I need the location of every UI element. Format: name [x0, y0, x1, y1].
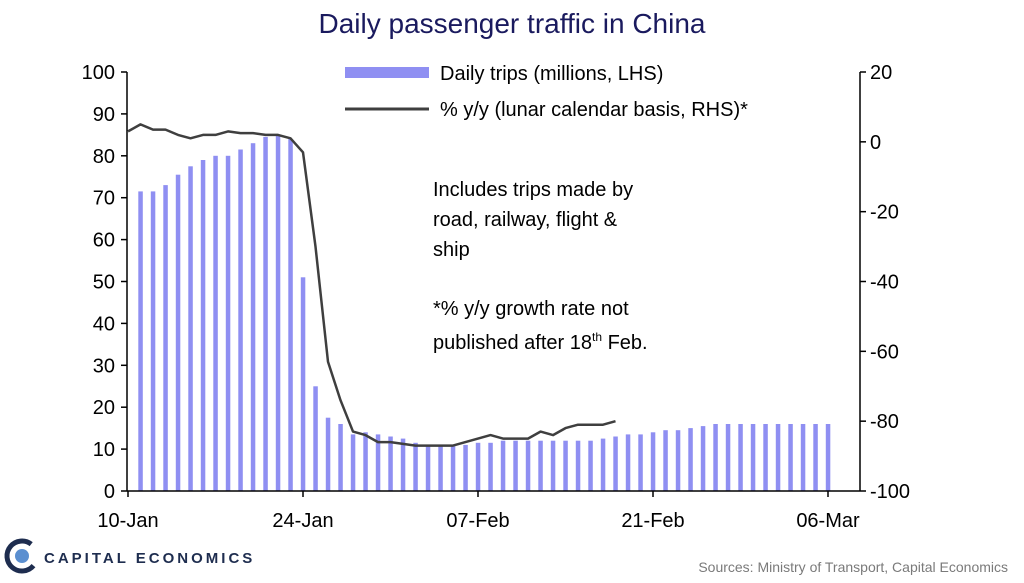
bar — [675, 430, 681, 491]
annotation-line-5: *% y/y growth rate not — [433, 298, 629, 320]
annotation: Includes trips made by road, railway, fl… — [433, 179, 648, 354]
bar — [600, 438, 606, 491]
chart-title: Daily passenger traffic in China — [318, 8, 705, 39]
bar — [713, 424, 718, 491]
left-tick-label: 20 — [93, 397, 115, 419]
bar — [488, 442, 493, 491]
bar — [663, 430, 668, 491]
x-tick-label: 10-Jan — [97, 510, 158, 532]
left-tick-label: 10 — [93, 439, 115, 461]
annotation-line-3: ship — [433, 239, 470, 261]
annotation-line-6: published after 18th Feb. — [433, 330, 648, 354]
left-tick-label: 30 — [93, 355, 115, 377]
axes: 0 10 20 30 40 50 60 70 80 90 100 -100 -80 -60 -40 -20 0 2… — [82, 62, 910, 532]
right-tick-label: -80 — [870, 411, 899, 433]
left-tick-label: 70 — [93, 188, 115, 210]
bar — [425, 444, 431, 491]
bar — [638, 434, 643, 491]
bar — [275, 134, 281, 491]
bar — [188, 166, 193, 492]
yoy-line — [127, 123, 616, 447]
bar — [450, 444, 456, 491]
bar — [225, 155, 231, 492]
legend-bar-label: Daily trips (millions, LHS) — [440, 63, 663, 85]
bar — [288, 139, 293, 491]
left-tick-label: 90 — [93, 104, 115, 126]
bar — [550, 440, 556, 491]
brand: CAPITAL ECONOMICS — [4, 538, 255, 574]
bar — [563, 440, 568, 491]
right-tick-label: 20 — [870, 62, 892, 84]
annotation-line-2: road, railway, flight & — [433, 209, 618, 231]
bar — [263, 136, 268, 491]
bar — [175, 174, 181, 491]
bar — [775, 424, 781, 491]
bar — [350, 434, 356, 491]
bar — [413, 442, 418, 491]
legend-line-label: % y/y (lunar calendar basis, RHS)* — [440, 99, 748, 121]
bar — [213, 155, 218, 492]
left-tick-label: 50 — [93, 272, 115, 294]
x-tick-label: 24-Jan — [272, 510, 333, 532]
bar — [363, 432, 368, 491]
bar — [825, 424, 831, 491]
bar — [763, 424, 768, 491]
bar — [325, 417, 331, 491]
capital-economics-logo-icon — [4, 538, 40, 574]
bar — [138, 191, 143, 491]
bar — [750, 424, 756, 491]
left-tick-label: 40 — [93, 313, 115, 335]
bar — [400, 438, 406, 491]
left-tick-label: 60 — [93, 230, 115, 252]
x-tick-label: 06-Mar — [796, 510, 860, 532]
bar — [788, 424, 793, 491]
bar — [700, 426, 706, 491]
annotation-line-1: Includes trips made by — [433, 179, 633, 201]
bar — [500, 440, 506, 491]
source-text: Sources: Ministry of Transport, Capital … — [698, 559, 1008, 575]
bar — [688, 428, 693, 491]
bar — [575, 440, 581, 491]
right-tick-label: -100 — [870, 481, 910, 503]
plot-area — [127, 123, 831, 492]
bar — [738, 424, 743, 491]
bar — [800, 424, 806, 491]
right-tick-label: -60 — [870, 341, 899, 363]
bar — [525, 440, 531, 491]
left-tick-label: 80 — [93, 146, 115, 168]
bar — [338, 424, 343, 491]
bar — [650, 432, 656, 491]
bar — [250, 143, 256, 491]
bar — [150, 191, 156, 491]
left-tick-label: 100 — [82, 62, 115, 84]
bar — [313, 386, 318, 492]
bar — [513, 440, 518, 491]
legend-bar-swatch — [345, 67, 429, 78]
bar — [438, 444, 443, 491]
right-tick-label: -40 — [870, 272, 899, 294]
right-tick-label: -20 — [870, 202, 899, 224]
bar — [163, 185, 168, 491]
bar — [238, 149, 243, 491]
bar — [538, 440, 543, 491]
bar — [625, 434, 631, 491]
right-tick-label: 0 — [870, 132, 881, 154]
bar — [588, 440, 593, 491]
bar — [475, 442, 481, 491]
brand-name: CAPITAL ECONOMICS — [44, 550, 255, 567]
legend: Daily trips (millions, LHS) % y/y (lunar… — [345, 63, 748, 121]
bar — [375, 434, 381, 491]
bar — [613, 436, 618, 491]
bar — [300, 277, 306, 491]
x-tick-label: 21-Feb — [621, 510, 684, 532]
bar — [388, 436, 393, 491]
bar — [725, 424, 731, 491]
bar — [200, 160, 206, 491]
bar — [463, 444, 468, 491]
bar — [813, 424, 818, 491]
x-tick-label: 07-Feb — [446, 510, 509, 532]
left-tick-label: 0 — [104, 481, 115, 503]
